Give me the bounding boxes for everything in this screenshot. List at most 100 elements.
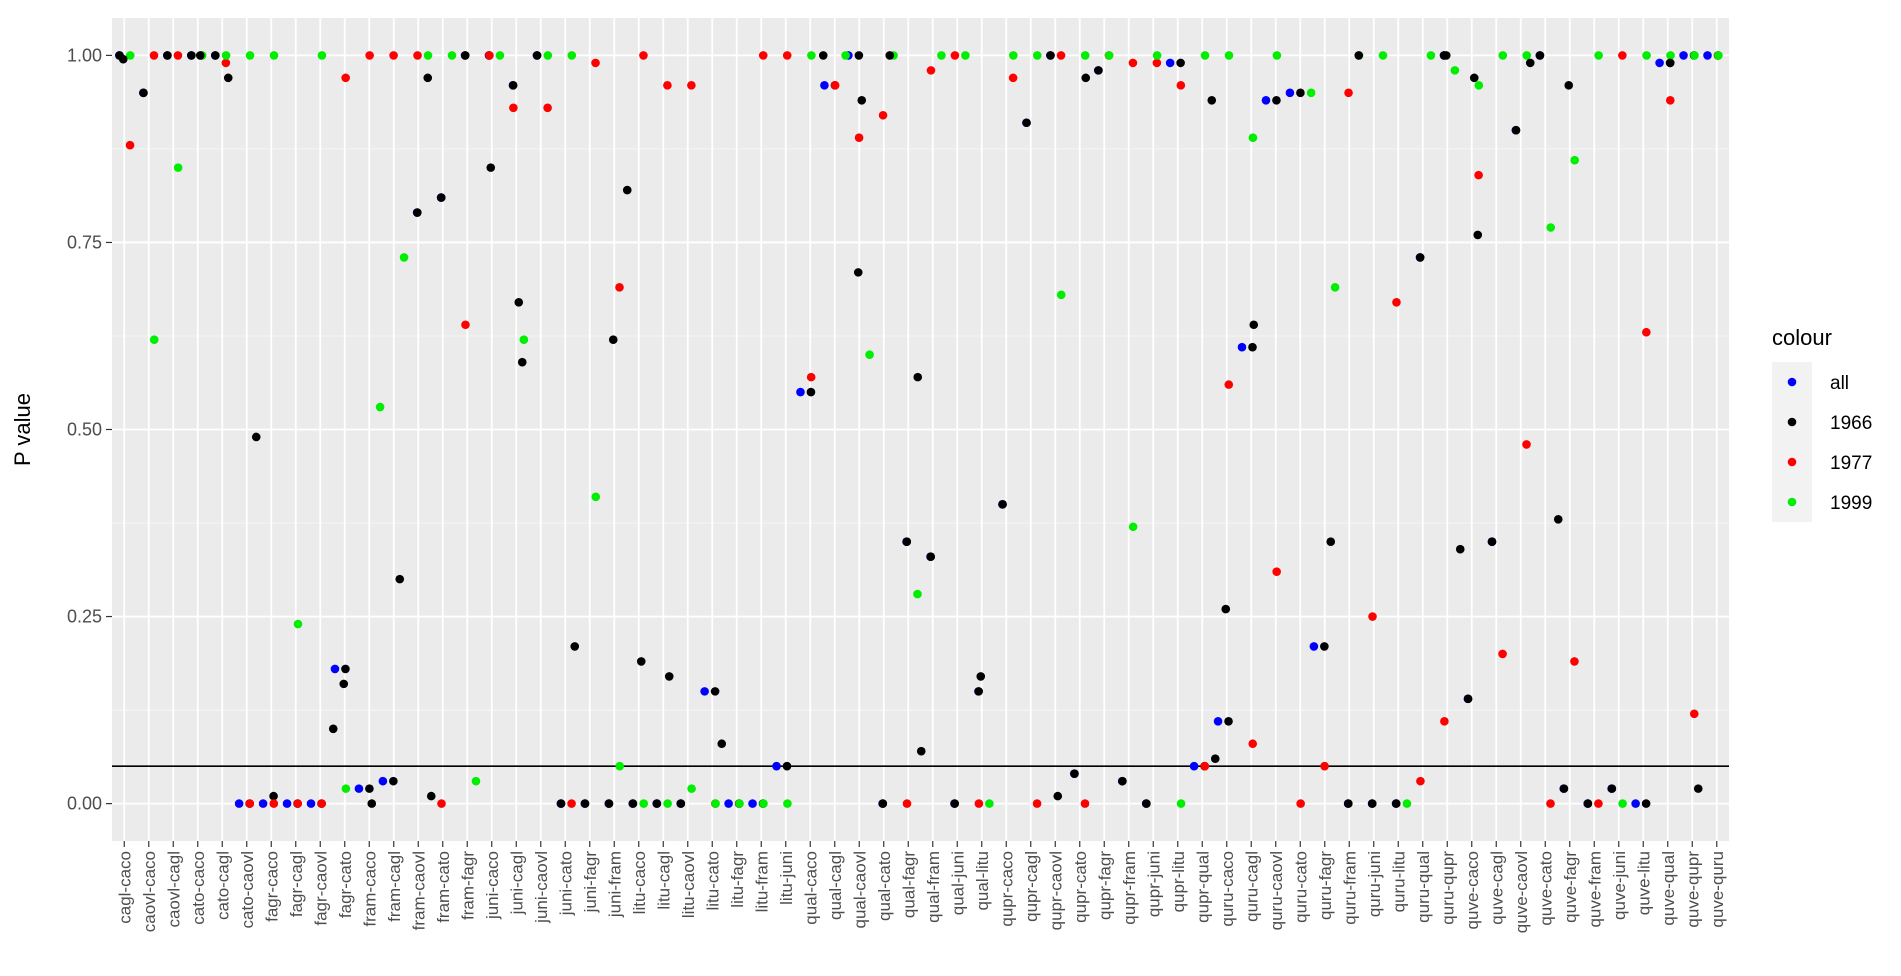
data-point-1966 [187,51,196,60]
data-point-1966 [854,51,864,60]
data-point-all [820,81,829,90]
data-point-1966 [878,799,888,808]
data-point-1977 [1498,649,1507,659]
data-point-1999 [687,784,696,793]
data-point-1999 [447,51,457,60]
data-point-1977 [830,81,840,90]
data-point-1966 [1296,88,1305,98]
data-point-1966 [604,799,614,808]
x-tick-label: juni-fagr [581,851,600,914]
data-point-1977 [1032,799,1042,808]
data-point-1966 [195,51,205,60]
data-point-1966 [926,552,936,561]
data-point-1966 [974,687,983,696]
data-point-1966 [251,432,261,442]
x-tick-label: qual-cato [875,851,894,921]
data-point-1977 [269,799,279,808]
data-point-1966 [998,500,1007,509]
legend-label-all: all [1830,373,1849,394]
data-point-1977 [758,51,768,60]
data-point-all [700,687,709,696]
x-tick-label: qual-cagl [826,851,845,920]
data-point-1966 [1354,51,1364,60]
data-point-1999 [399,253,409,262]
data-point-1966 [1210,754,1220,763]
data-point-1966 [1583,799,1593,808]
x-tick-label: fram-cato [434,851,453,923]
data-point-all [1261,96,1271,105]
x-tick-label: quru-qupr [1438,851,1457,925]
data-point-1977 [1320,761,1329,771]
data-point-1966 [1320,642,1329,651]
data-point-1977 [221,58,231,68]
data-point-1966 [1022,118,1031,128]
data-point-1999 [471,776,481,786]
data-point-1977 [1594,799,1603,808]
data-point-1966 [806,387,816,397]
x-tick-label: quru-juni [1365,851,1384,917]
data-point-all [724,799,733,808]
data-point-all [1679,51,1688,60]
data-point-1999 [1714,51,1723,60]
x-tick-label: fram-caovl [409,851,428,930]
x-tick-label: quve-litu [1634,851,1653,915]
data-point-1966 [1665,58,1675,68]
data-point-1977 [1474,170,1483,180]
legend-label-1977: 1977 [1830,453,1872,474]
data-point-1966 [118,54,128,64]
legend-entries: all 1966 1977 1999 [1772,362,1872,522]
data-point-1977 [878,110,888,120]
data-point-1966 [1641,799,1651,808]
data-point-all [748,799,757,808]
data-point-1977 [639,51,648,60]
data-point-1966 [1248,342,1257,352]
x-axis-ticks: cagl-caco caovl-caco caovl-cagl cato-caco ca… [115,841,1727,933]
data-point-1999 [1056,290,1066,300]
data-point-1999 [961,51,970,60]
data-point-all [1285,88,1295,98]
data-point-1977 [687,81,696,90]
data-point-1966 [1693,784,1703,793]
data-point-1966 [460,51,470,60]
data-point-1966 [1221,604,1231,614]
minor-gridlines [112,148,1729,711]
x-tick-label: quve-juni [1610,851,1629,920]
x-tick-label: fagr-cagl [287,851,306,917]
data-point-1966 [1415,253,1425,262]
data-point-1966 [913,372,923,382]
data-point-1977 [1416,776,1425,786]
x-tick-label: quve-caovl [1512,851,1531,933]
data-point-1999 [1474,81,1484,90]
data-point-all [1237,342,1247,352]
data-point-1999 [245,51,255,60]
data-point-1966 [1511,125,1521,135]
x-tick-label: quve-qupr [1683,851,1702,928]
data-point-1999 [1618,799,1627,808]
data-point-1966 [1224,716,1233,726]
data-point-1977 [413,51,422,60]
data-point-1977 [485,51,494,60]
data-point-1966 [139,88,148,98]
data-point-1977 [1344,88,1353,98]
data-point-1966 [1535,51,1545,60]
data-point-1999 [1080,51,1090,60]
data-point-1966 [1469,73,1479,83]
data-point-1977 [854,133,864,143]
x-tick-label: litu-fram [752,851,771,912]
x-tick-label: cato-caco [189,851,208,925]
data-point-1966 [1564,81,1574,90]
data-point-1966 [710,687,720,696]
data-point-1999 [1450,66,1460,75]
data-point-1966 [570,642,580,651]
data-point-1966 [1487,537,1497,547]
legend-title: colour [1772,325,1832,350]
x-tick-label: quve-fram [1585,851,1604,928]
x-tick-label: qupr-juni [1144,851,1163,917]
data-point-1966 [608,335,618,345]
data-point-1966 [1094,66,1103,75]
data-point-1966 [857,96,867,105]
data-point-1977 [245,799,255,808]
data-point-all [306,799,316,808]
data-point-1977 [1224,380,1234,389]
